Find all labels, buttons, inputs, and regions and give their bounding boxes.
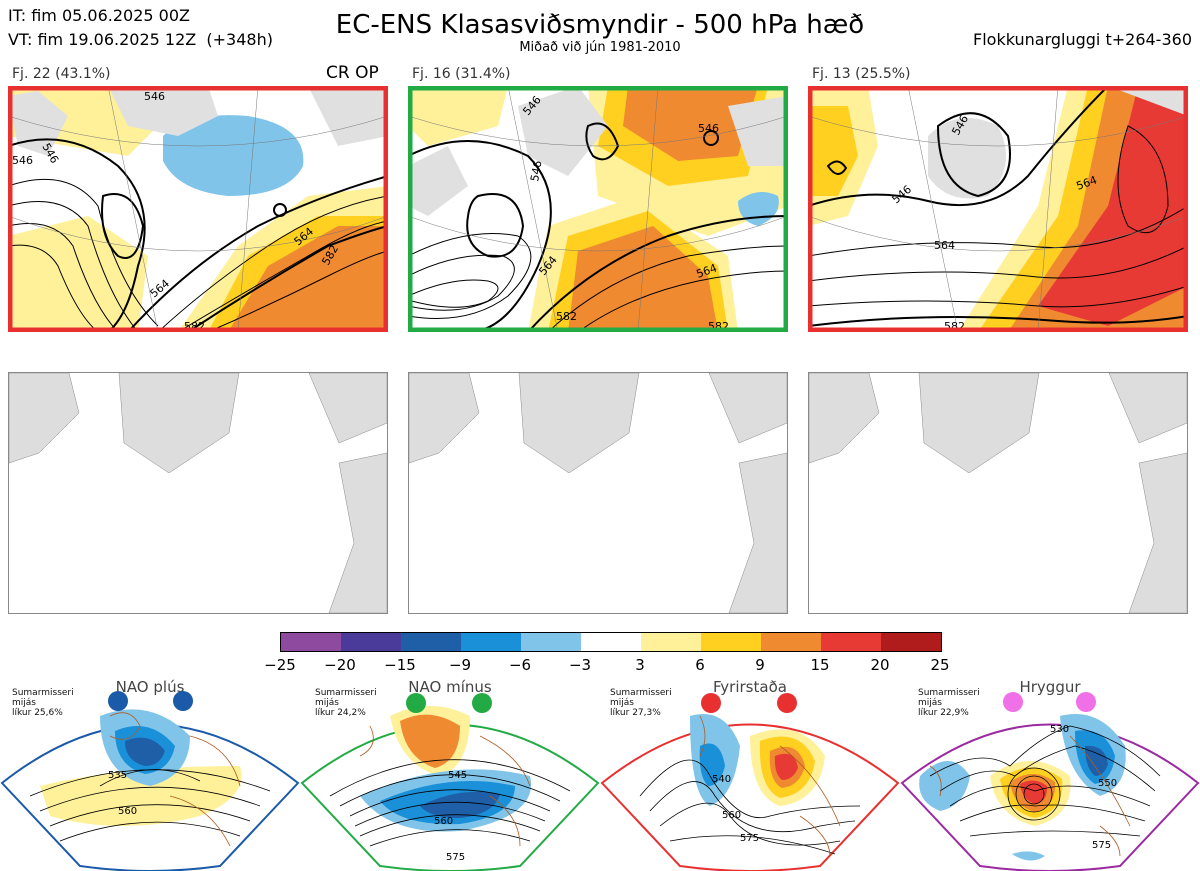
cluster-1-map: 546 546 546 564 564 582 582 bbox=[7, 85, 389, 333]
regime-nao-plus: Sumarmisseri mijás líkur 25,6% NAO plús … bbox=[0, 676, 300, 871]
cluster-2-map: 546 546 546 564 564 582 582 bbox=[407, 85, 789, 333]
issue-time: IT: fim 05.06.2025 00Z bbox=[8, 6, 190, 25]
regime-title: NAO mínus bbox=[408, 678, 492, 696]
regime-ridge: Sumarmisseri mijás líkur 22,9% Hryggur 5… bbox=[900, 676, 1200, 871]
colorbar-bin bbox=[581, 633, 641, 651]
contour-label: 564 bbox=[934, 239, 955, 252]
regime-info-line: líkur 25,6% bbox=[12, 708, 63, 718]
regime-info-line: mijás bbox=[918, 698, 942, 708]
cluster-1-label: Fj. 22 (43.1%) bbox=[12, 66, 111, 82]
cluster-3-map: 546 546 564 564 582 bbox=[807, 85, 1189, 333]
contour-label: 560 bbox=[434, 816, 453, 827]
colorbar-bin bbox=[881, 633, 941, 651]
colorbar-tick: −6 bbox=[508, 656, 532, 674]
page-title: EC-ENS Klasasviðsmyndir - 500 hPa hæð bbox=[335, 10, 865, 40]
colorbar-bin bbox=[341, 633, 401, 651]
regime-info-line: mijás bbox=[315, 698, 339, 708]
colorbar-tick: 9 bbox=[755, 656, 765, 674]
colorbar bbox=[280, 632, 942, 652]
contour-label: 530 bbox=[1050, 724, 1069, 735]
colorbar-tick: −15 bbox=[384, 656, 416, 674]
regime-title: NAO plús bbox=[115, 678, 185, 696]
regime-marker bbox=[406, 693, 426, 713]
regime-info-line: mijás bbox=[610, 698, 634, 708]
contour-label: 540 bbox=[712, 774, 731, 785]
colorbar-tick: 15 bbox=[810, 656, 830, 674]
regime-marker bbox=[472, 693, 492, 713]
regime-blocking: Sumarmisseri mijás líkur 27,3% Fyrirstað… bbox=[600, 676, 900, 871]
regime-marker bbox=[108, 691, 128, 711]
colorbar-tick: −9 bbox=[448, 656, 472, 674]
colorbar-bin bbox=[281, 633, 341, 651]
regime-marker bbox=[1003, 692, 1023, 712]
regime-info-line: líkur 22,9% bbox=[918, 708, 969, 718]
regime-nao-minus: Sumarmisseri mijás líkur 24,2% NAO mínus… bbox=[300, 676, 600, 871]
cluster-2-basemap bbox=[408, 372, 788, 614]
colorbar-tick: 20 bbox=[870, 656, 890, 674]
contour-label: 546 bbox=[12, 154, 33, 167]
colorbar-tick: −25 bbox=[264, 656, 296, 674]
cluster-3-basemap bbox=[808, 372, 1188, 614]
regime-title: Hryggur bbox=[1019, 678, 1081, 696]
colorbar-tick: −20 bbox=[324, 656, 356, 674]
contour-label: 560 bbox=[722, 810, 741, 821]
colorbar-bin bbox=[701, 633, 761, 651]
regime-marker bbox=[173, 691, 193, 711]
cluster-1-basemap bbox=[8, 372, 388, 614]
colorbar-bin bbox=[521, 633, 581, 651]
regime-info-line: Sumarmisseri bbox=[610, 688, 672, 698]
cluster-3-label: Fj. 13 (25.5%) bbox=[812, 66, 911, 82]
classification-window: Flokkunargluggi t+264-360 bbox=[973, 30, 1192, 49]
colorbar-bin bbox=[641, 633, 701, 651]
regime-info-line: Sumarmisseri bbox=[315, 688, 377, 698]
contour-label: 546 bbox=[698, 122, 719, 135]
regime-marker bbox=[777, 693, 797, 713]
colorbar-bin bbox=[761, 633, 821, 651]
contour-label: 560 bbox=[118, 806, 137, 817]
colorbar-bin bbox=[461, 633, 521, 651]
colorbar-tick: 6 bbox=[695, 656, 705, 674]
cluster-2-label: Fj. 16 (31.4%) bbox=[412, 66, 511, 82]
regime-info-line: líkur 24,2% bbox=[315, 708, 366, 718]
colorbar-bin bbox=[401, 633, 461, 651]
regime-marker bbox=[701, 693, 721, 713]
contour-label: 575 bbox=[740, 833, 759, 844]
valid-time: VT: fim 19.06.2025 12Z (+348h) bbox=[8, 30, 273, 49]
regime-info-line: líkur 27,3% bbox=[610, 708, 661, 718]
contour-label: 575 bbox=[446, 852, 465, 863]
regime-title: Fyrirstaða bbox=[713, 678, 787, 696]
contour-label: 546 bbox=[144, 90, 165, 103]
regime-info-line: Sumarmisseri bbox=[918, 688, 980, 698]
contour-label: 545 bbox=[448, 770, 467, 781]
contour-label: 535 bbox=[108, 770, 127, 781]
regime-marker bbox=[1076, 692, 1096, 712]
colorbar-tick: 25 bbox=[930, 656, 950, 674]
colorbar-tick: 3 bbox=[635, 656, 645, 674]
colorbar-tick: −3 bbox=[568, 656, 592, 674]
contour-label: 575 bbox=[1092, 840, 1111, 851]
regime-info-line: Sumarmisseri bbox=[12, 688, 74, 698]
regime-info-line: mijás bbox=[12, 698, 36, 708]
contour-label: 546 bbox=[528, 160, 544, 183]
contour-label: 582 bbox=[556, 310, 577, 323]
cluster-1-tag: CR OP bbox=[326, 63, 379, 83]
colorbar-bin bbox=[821, 633, 881, 651]
page-subtitle: Miðað við jún 1981-2010 bbox=[519, 40, 681, 55]
contour-label: 550 bbox=[1098, 778, 1117, 789]
